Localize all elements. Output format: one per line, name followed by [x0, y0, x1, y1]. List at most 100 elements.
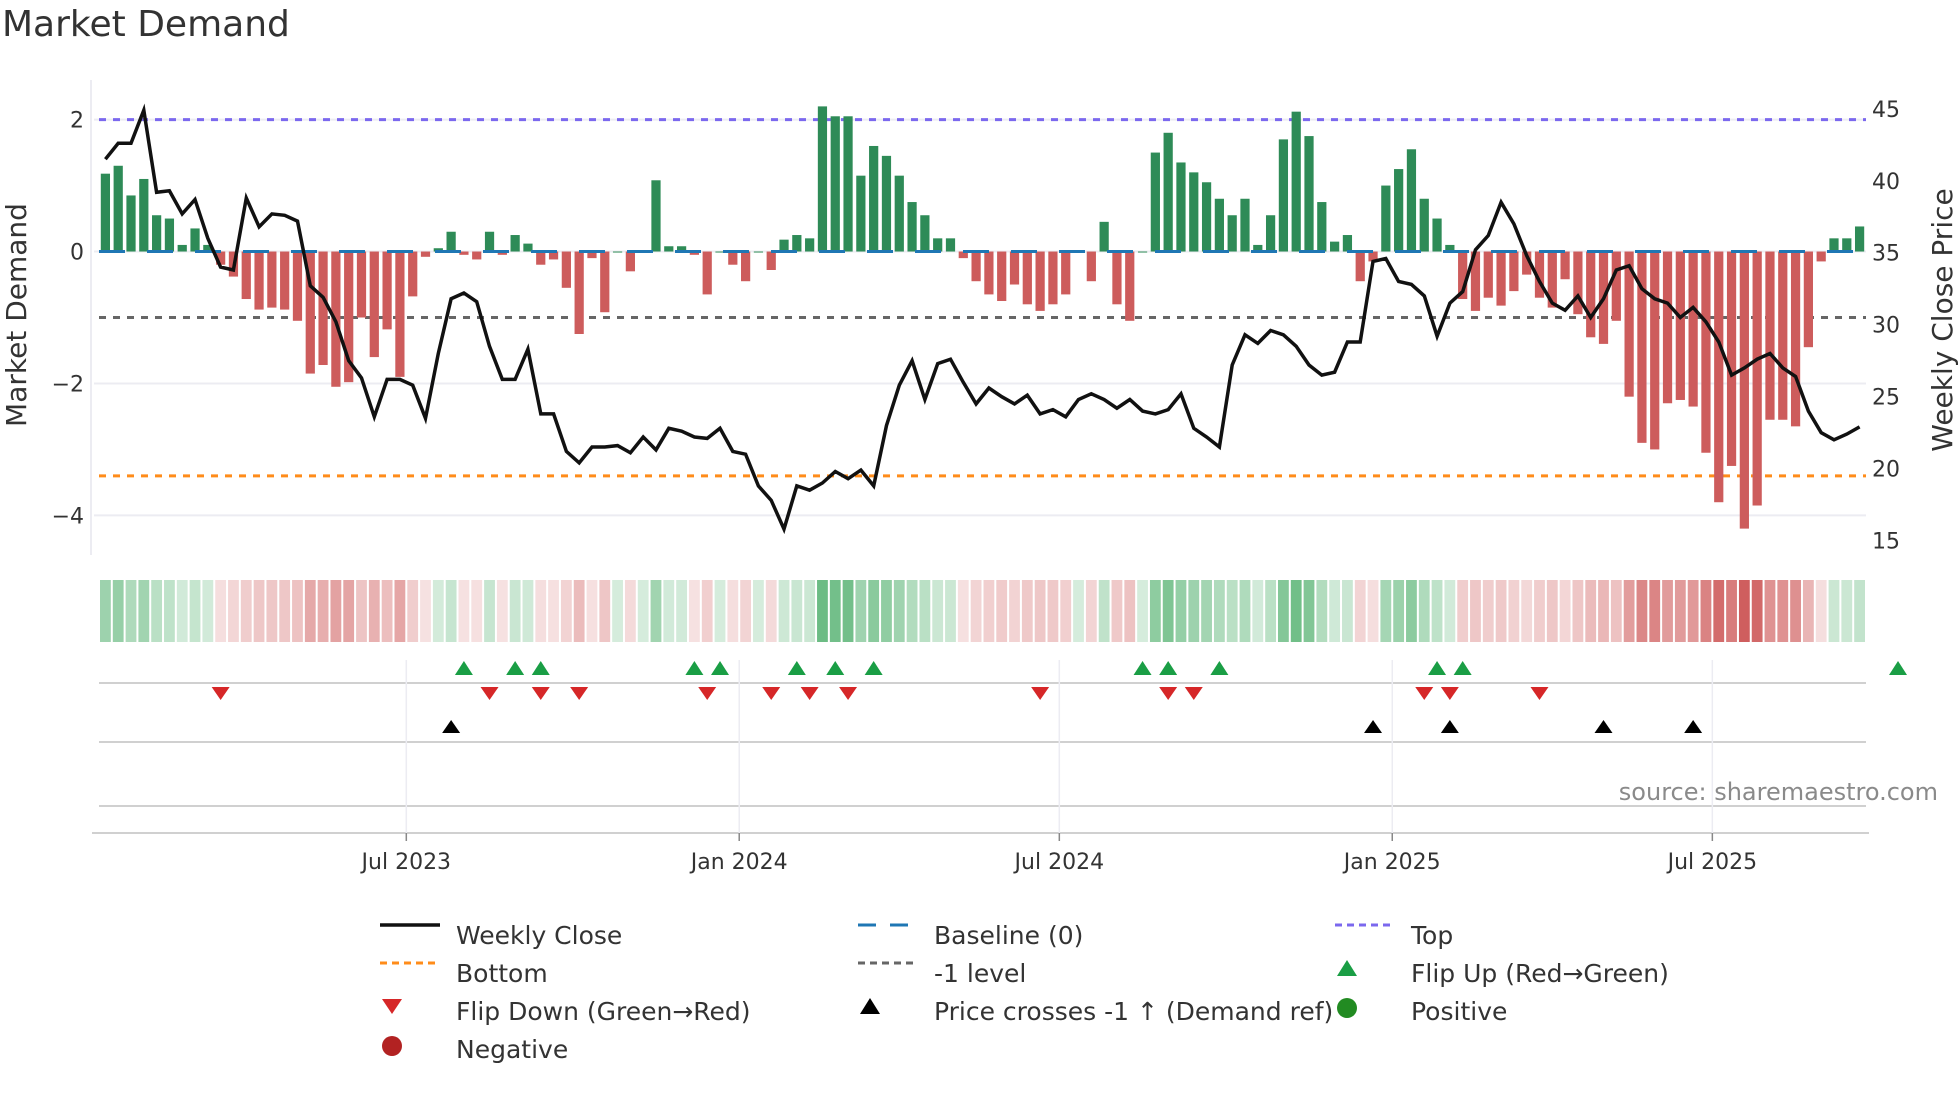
left-y-axis: Market Demand 2 0 −2 −4	[0, 109, 84, 530]
flip-down-marker	[1184, 687, 1203, 700]
flip-down-marker	[480, 687, 499, 700]
demand-bar	[1522, 251, 1532, 275]
demand-bar	[933, 238, 943, 252]
strip-cell	[1764, 580, 1776, 642]
strip-cell	[1124, 580, 1136, 642]
strip-cell	[496, 580, 508, 642]
demand-bar	[1240, 198, 1250, 252]
demand-bar	[741, 251, 751, 282]
demand-bar	[510, 235, 520, 252]
demand-bar	[702, 251, 712, 295]
demand-bar	[894, 175, 904, 252]
strip-cell	[1252, 580, 1264, 642]
y-axis-label: Market Demand	[0, 203, 33, 427]
demand-bar	[433, 248, 443, 252]
strip-cell	[663, 580, 675, 642]
demand-bar	[1483, 251, 1493, 298]
strip-cell	[1636, 580, 1648, 642]
legend-item: Positive	[1335, 996, 1507, 1026]
legend-label: Price crosses -1 ↑ (Demand ref)	[934, 996, 1334, 1026]
demand-bar	[1419, 198, 1429, 252]
demand-bar	[600, 251, 610, 313]
flip-up-marker	[1889, 661, 1908, 675]
demand-bar	[958, 251, 968, 259]
strip-cell	[330, 580, 342, 642]
strip-cell	[292, 580, 303, 642]
demand-bar	[869, 145, 879, 252]
demand-bar	[1803, 251, 1813, 348]
strip-cell	[1201, 580, 1212, 642]
flip-up-marker	[685, 661, 704, 675]
strip-cell	[740, 580, 752, 642]
demand-bar	[356, 251, 367, 318]
legend-label: Baseline (0)	[934, 920, 1084, 950]
legend-item: Baseline (0)	[858, 920, 1083, 950]
strip-cell	[407, 580, 419, 642]
demand-bar	[664, 246, 674, 252]
demand-bar	[1496, 251, 1506, 306]
demand-bar	[779, 239, 789, 252]
demand-bar	[651, 180, 661, 252]
strip-cell	[1290, 580, 1302, 642]
strip-cell	[1815, 580, 1827, 642]
demand-heat-strip	[100, 580, 1865, 642]
y-tick-label: 2	[70, 109, 84, 134]
flip-up-marker	[1210, 661, 1229, 675]
strip-cell	[893, 580, 905, 642]
strip-cell	[1085, 580, 1097, 642]
demand-bar	[1189, 172, 1199, 252]
demand-bar	[1816, 251, 1826, 262]
solid-line-icon	[380, 920, 446, 950]
demand-bar	[446, 231, 456, 252]
demand-bar	[190, 228, 200, 252]
demand-bar	[1304, 136, 1314, 252]
strip-cell	[804, 580, 816, 642]
dotted-line-icon	[380, 958, 446, 988]
strip-cell	[458, 580, 470, 642]
strip-cell	[1738, 580, 1750, 642]
strip-cell	[1047, 580, 1059, 642]
strip-cell	[855, 580, 867, 642]
demand-bar	[1854, 226, 1865, 252]
strip-cell	[356, 580, 367, 642]
strip-cell	[689, 580, 700, 642]
demand-bar	[945, 238, 956, 252]
demand-bar	[612, 251, 623, 253]
strip-cell	[1226, 580, 1238, 642]
strip-cell	[202, 580, 214, 642]
strip-cell	[1674, 580, 1686, 642]
strip-cell	[829, 580, 841, 642]
demand-bar	[1701, 251, 1711, 453]
demand-bar	[971, 251, 981, 282]
strip-cell	[1521, 580, 1533, 642]
demand-bars	[100, 106, 1865, 529]
strip-cell	[1802, 580, 1814, 642]
demand-bar	[548, 251, 559, 260]
demand-bar	[1355, 251, 1365, 282]
y2-tick-label: 35	[1872, 242, 1900, 267]
demand-bar	[1086, 251, 1096, 282]
demand-bar	[1509, 251, 1519, 292]
strip-cell	[420, 580, 431, 642]
strip-cell	[1239, 580, 1251, 642]
dotted-line-icon	[858, 958, 924, 988]
y-tick-label: 0	[70, 241, 84, 266]
x-tick-label: Jul 2025	[1666, 850, 1758, 875]
demand-bar	[395, 251, 405, 377]
strip-cell	[164, 580, 175, 642]
legend-label: Bottom	[456, 958, 548, 988]
strip-cell	[522, 580, 534, 642]
demand-bar	[1061, 251, 1071, 295]
weekly-close-line	[104, 103, 1861, 535]
strip-cell	[112, 580, 124, 642]
strip-cell	[573, 580, 585, 642]
demand-bar	[561, 251, 571, 288]
strip-cell	[368, 580, 380, 642]
strip-cell	[1546, 580, 1558, 642]
strip-cell	[996, 580, 1008, 642]
demand-bar	[420, 251, 431, 257]
strip-cell	[279, 580, 291, 642]
strip-cell	[1482, 580, 1494, 642]
flip-up-marker	[787, 661, 806, 675]
